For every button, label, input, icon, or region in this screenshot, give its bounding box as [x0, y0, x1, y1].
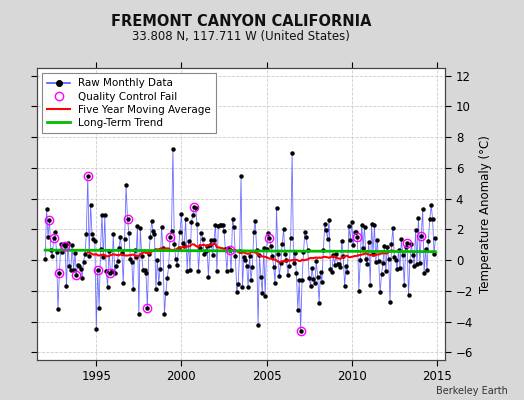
Legend: Raw Monthly Data, Quality Control Fail, Five Year Moving Average, Long-Term Tren: Raw Monthly Data, Quality Control Fail, … [42, 73, 216, 133]
Y-axis label: Temperature Anomaly (°C): Temperature Anomaly (°C) [479, 135, 492, 293]
Text: 33.808 N, 117.711 W (United States): 33.808 N, 117.711 W (United States) [132, 30, 350, 43]
Text: Berkeley Earth: Berkeley Earth [436, 386, 508, 396]
Text: FREMONT CANYON CALIFORNIA: FREMONT CANYON CALIFORNIA [111, 14, 372, 29]
